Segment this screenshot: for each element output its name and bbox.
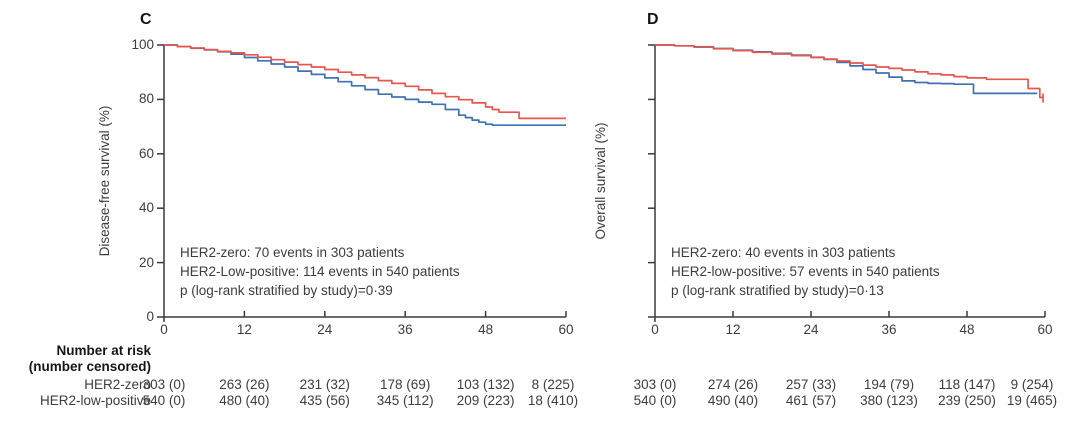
panel-d-risk-cell: 490 (40) <box>707 393 759 408</box>
risk-table-header-line2: (number censored) <box>28 359 151 374</box>
panel-d-risk-cell: 303 (0) <box>633 377 677 392</box>
panel-c-risk-cell: 18 (410) <box>527 393 579 408</box>
panel-d-risk-cell: 257 (33) <box>785 377 837 392</box>
panel-d-risk-cell: 380 (123) <box>860 393 918 408</box>
panel-d-y-axis-title: Overall survival (%) <box>593 122 608 240</box>
panel-c-annotation-line-2: HER2-Low-positive: 114 events in 540 pat… <box>180 264 460 279</box>
panel-d-risk-cell: 19 (465) <box>1006 393 1058 408</box>
panel-c-risk-cell: 103 (132) <box>456 377 515 392</box>
panel-c-y-tick-label: 80 <box>138 91 154 107</box>
panel-d-annotation-line-2: HER2-low-positive: 57 events in 540 pati… <box>671 264 940 279</box>
panel-d-letter: D <box>647 11 659 28</box>
risk-row-label-her2-low-positive: HER2-low-positive <box>39 393 151 408</box>
panel-d-risk-cell: 9 (254) <box>1010 377 1054 392</box>
panel-c-y-tick-label: 0 <box>146 309 154 324</box>
panel-d-annotation-line-1: HER2-zero: 40 events in 303 patients <box>671 245 896 260</box>
panel-c-y-tick-label: 40 <box>138 200 154 216</box>
panel-c-risk-cell: 435 (56) <box>299 393 350 408</box>
panel-c-annotation-line-1: HER2-zero: 70 events in 303 patients <box>180 245 405 260</box>
panel-c-risk-cell: 231 (32) <box>299 377 350 392</box>
panel-c-x-tick-label: 0 <box>160 322 168 337</box>
panel-c-risk-cell: 8 (225) <box>531 377 575 392</box>
panel-d-curve-her2-zero <box>655 44 1038 95</box>
panel-d-risk-cell: 540 (0) <box>633 393 677 408</box>
panel-c-risk-cell: 345 (112) <box>376 393 434 408</box>
panel-c-annotation-line-3: p (log-rank stratified by study)=0·39 <box>180 283 393 298</box>
panel-d-x-tick-label: 0 <box>651 322 659 337</box>
panel-c-risk-cell: 178 (69) <box>380 377 431 392</box>
panel-d-risk-cell: 118 (147) <box>938 377 996 392</box>
panel-c-curve-her2-zero <box>164 44 566 127</box>
risk-table-header-line1: Number at risk <box>56 343 151 358</box>
panel-c-y-tick-label: 100 <box>131 37 154 52</box>
panel-d-x-tick-label: 24 <box>803 322 819 337</box>
panel-c-risk-cell: 480 (40) <box>219 393 270 408</box>
panel-d-risk-cell: 194 (79) <box>863 377 915 392</box>
panel-c-x-tick-label: 48 <box>478 322 494 337</box>
panel-d-annotation: HER2-zero: 40 events in 303 patients HER… <box>671 243 940 300</box>
panel-c-risk-cell: 303 (0) <box>142 377 186 392</box>
panel-d-risk-cell: 239 (250) <box>938 393 996 408</box>
panel-d-curve-her2-low-positive <box>655 44 1043 99</box>
panel-c-annotation: HER2-zero: 70 events in 303 patients HER… <box>180 243 460 300</box>
panel-d-x-tick-label: 48 <box>959 322 975 337</box>
panel-c-x-tick-label: 60 <box>558 322 574 337</box>
panel-c-x-tick-label: 12 <box>236 322 252 337</box>
panel-c-x-tick-label: 24 <box>317 322 333 337</box>
risk-row-label-her2-zero: HER2-zero <box>84 377 151 392</box>
panel-d-risk-cell: 461 (57) <box>785 393 837 408</box>
panel-c-x-tick-label: 36 <box>397 322 413 337</box>
panel-c-risk-cell: 209 (223) <box>456 393 515 408</box>
panel-d-x-tick-label: 60 <box>1037 322 1053 337</box>
panel-c-letter: C <box>140 11 152 28</box>
panel-d-annotation-line-3: p (log-rank stratified by study)=0·13 <box>671 283 884 298</box>
panel-d-risk-cell: 274 (26) <box>707 377 759 392</box>
panel-c-curve-her2-low-positive <box>164 44 566 120</box>
panel-c-y-tick-label: 20 <box>138 254 154 270</box>
panel-c-risk-cell: 263 (26) <box>219 377 270 392</box>
panel-d-x-tick-label: 12 <box>725 322 741 337</box>
panel-d-x-tick-label: 36 <box>881 322 897 337</box>
panel-c-risk-cell: 540 (0) <box>142 393 186 408</box>
panel-c-y-tick-label: 60 <box>138 145 154 161</box>
panel-c-y-axis-title: Disease-free survival (%) <box>97 105 112 257</box>
